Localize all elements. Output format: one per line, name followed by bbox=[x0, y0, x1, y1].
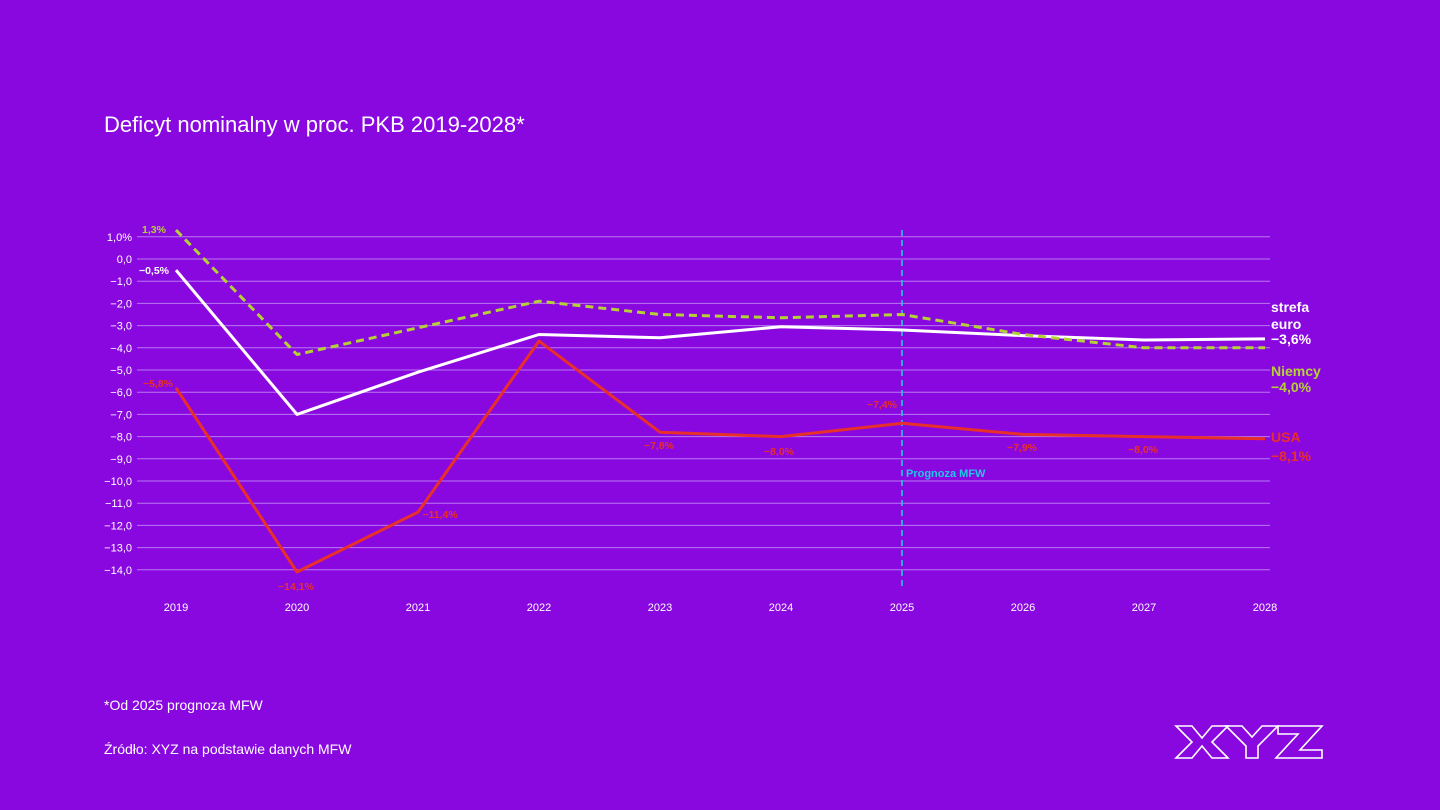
forecast-annotation: Prognoza MFW bbox=[901, 230, 986, 590]
xyz-logo bbox=[1174, 725, 1324, 759]
series-name-label: Niemcy bbox=[1271, 363, 1321, 379]
x-tick-label: 2028 bbox=[1253, 602, 1277, 614]
data-label: −8,0% bbox=[1128, 444, 1159, 456]
y-tick-label: −4,0 bbox=[110, 343, 132, 355]
x-axis-ticks: 2019 2020 2021 2022 2023 2024 2025 2026 2027 2028 bbox=[164, 602, 1277, 614]
y-tick-label: −3,0 bbox=[110, 321, 132, 333]
data-label: −7,4% bbox=[867, 399, 898, 411]
x-tick-label: 2019 bbox=[164, 602, 188, 614]
chart-title: Deficyt nominalny w proc. PKB 2019-2028* bbox=[104, 112, 525, 137]
x-tick-label: 2026 bbox=[1011, 602, 1035, 614]
series-name-label: USA bbox=[1271, 429, 1301, 445]
source-note: Źródło: XYZ na podstawie danych MFW bbox=[104, 741, 352, 757]
y-tick-label: −10,0 bbox=[104, 476, 132, 488]
series-end-value: −8,1% bbox=[1271, 448, 1312, 464]
x-tick-label: 2020 bbox=[285, 602, 309, 614]
series-line-strefa-euro bbox=[174, 269, 1266, 416]
x-tick-label: 2023 bbox=[648, 602, 672, 614]
y-tick-label: −7,0 bbox=[110, 409, 132, 421]
series-line-niemcy bbox=[174, 229, 1265, 356]
data-label: −14,1% bbox=[278, 581, 315, 593]
data-label: −7,8% bbox=[644, 440, 675, 452]
series-name-label: euro bbox=[1271, 316, 1301, 332]
y-tick-label: −9,0 bbox=[110, 454, 132, 466]
y-tick-label: −8,0 bbox=[110, 432, 132, 444]
x-tick-label: 2022 bbox=[527, 602, 551, 614]
data-label: 1,3% bbox=[142, 224, 167, 236]
y-tick-label: −1,0 bbox=[110, 276, 132, 288]
footnote: *Od 2025 prognoza MFW bbox=[104, 697, 263, 713]
y-tick-label: −14,0 bbox=[104, 565, 132, 577]
data-label: −5,8% bbox=[143, 378, 174, 390]
y-tick-label: −12,0 bbox=[104, 520, 132, 532]
y-tick-label: 0,0 bbox=[117, 254, 132, 266]
x-tick-label: 2024 bbox=[769, 602, 793, 614]
data-label: −0,5% bbox=[139, 265, 170, 277]
series-name-label: strefa bbox=[1271, 299, 1309, 315]
y-tick-label: −11,0 bbox=[105, 498, 132, 510]
data-label: −7,9% bbox=[1007, 442, 1038, 454]
series-end-value: −4,0% bbox=[1271, 379, 1312, 395]
series-lines bbox=[174, 229, 1266, 574]
y-tick-label: −2,0 bbox=[110, 298, 132, 310]
y-tick-label: 1,0% bbox=[107, 232, 132, 244]
grid-lines bbox=[137, 236, 1270, 571]
forecast-label: Prognoza MFW bbox=[906, 468, 986, 480]
data-label: −11,4% bbox=[422, 509, 458, 521]
y-tick-label: −6,0 bbox=[110, 387, 132, 399]
data-label: −8,0% bbox=[764, 446, 795, 458]
series-end-value: −3,6% bbox=[1271, 331, 1312, 347]
y-tick-label: −5,0 bbox=[110, 365, 132, 377]
x-tick-label: 2025 bbox=[890, 602, 914, 614]
y-tick-label: −13,0 bbox=[104, 543, 132, 555]
x-tick-label: 2027 bbox=[1132, 602, 1156, 614]
y-axis-ticks: 1,0% 0,0 −1,0 −2,0 −3,0 −4,0 −5,0 −6,0 −7,0 −8,0 −… bbox=[104, 232, 132, 577]
series-line-usa bbox=[174, 339, 1266, 574]
x-tick-label: 2021 bbox=[406, 602, 430, 614]
